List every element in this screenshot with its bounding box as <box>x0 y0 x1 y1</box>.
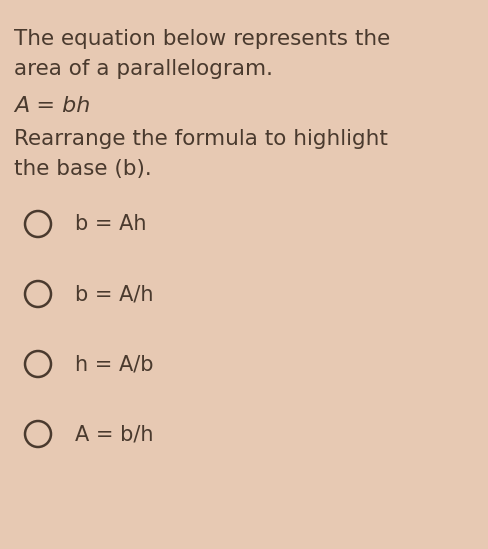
Text: the base (b).: the base (b). <box>14 159 151 179</box>
Text: b = A/h: b = A/h <box>75 284 153 304</box>
Text: The equation below represents the: The equation below represents the <box>14 29 389 49</box>
Text: b = Ah: b = Ah <box>75 214 146 234</box>
Text: area of a parallelogram.: area of a parallelogram. <box>14 59 272 79</box>
Text: h = A/b: h = A/b <box>75 354 153 374</box>
Text: A = b/h: A = b/h <box>75 424 153 444</box>
Text: A = bh: A = bh <box>14 96 90 116</box>
Text: Rearrange the formula to highlight: Rearrange the formula to highlight <box>14 129 387 149</box>
